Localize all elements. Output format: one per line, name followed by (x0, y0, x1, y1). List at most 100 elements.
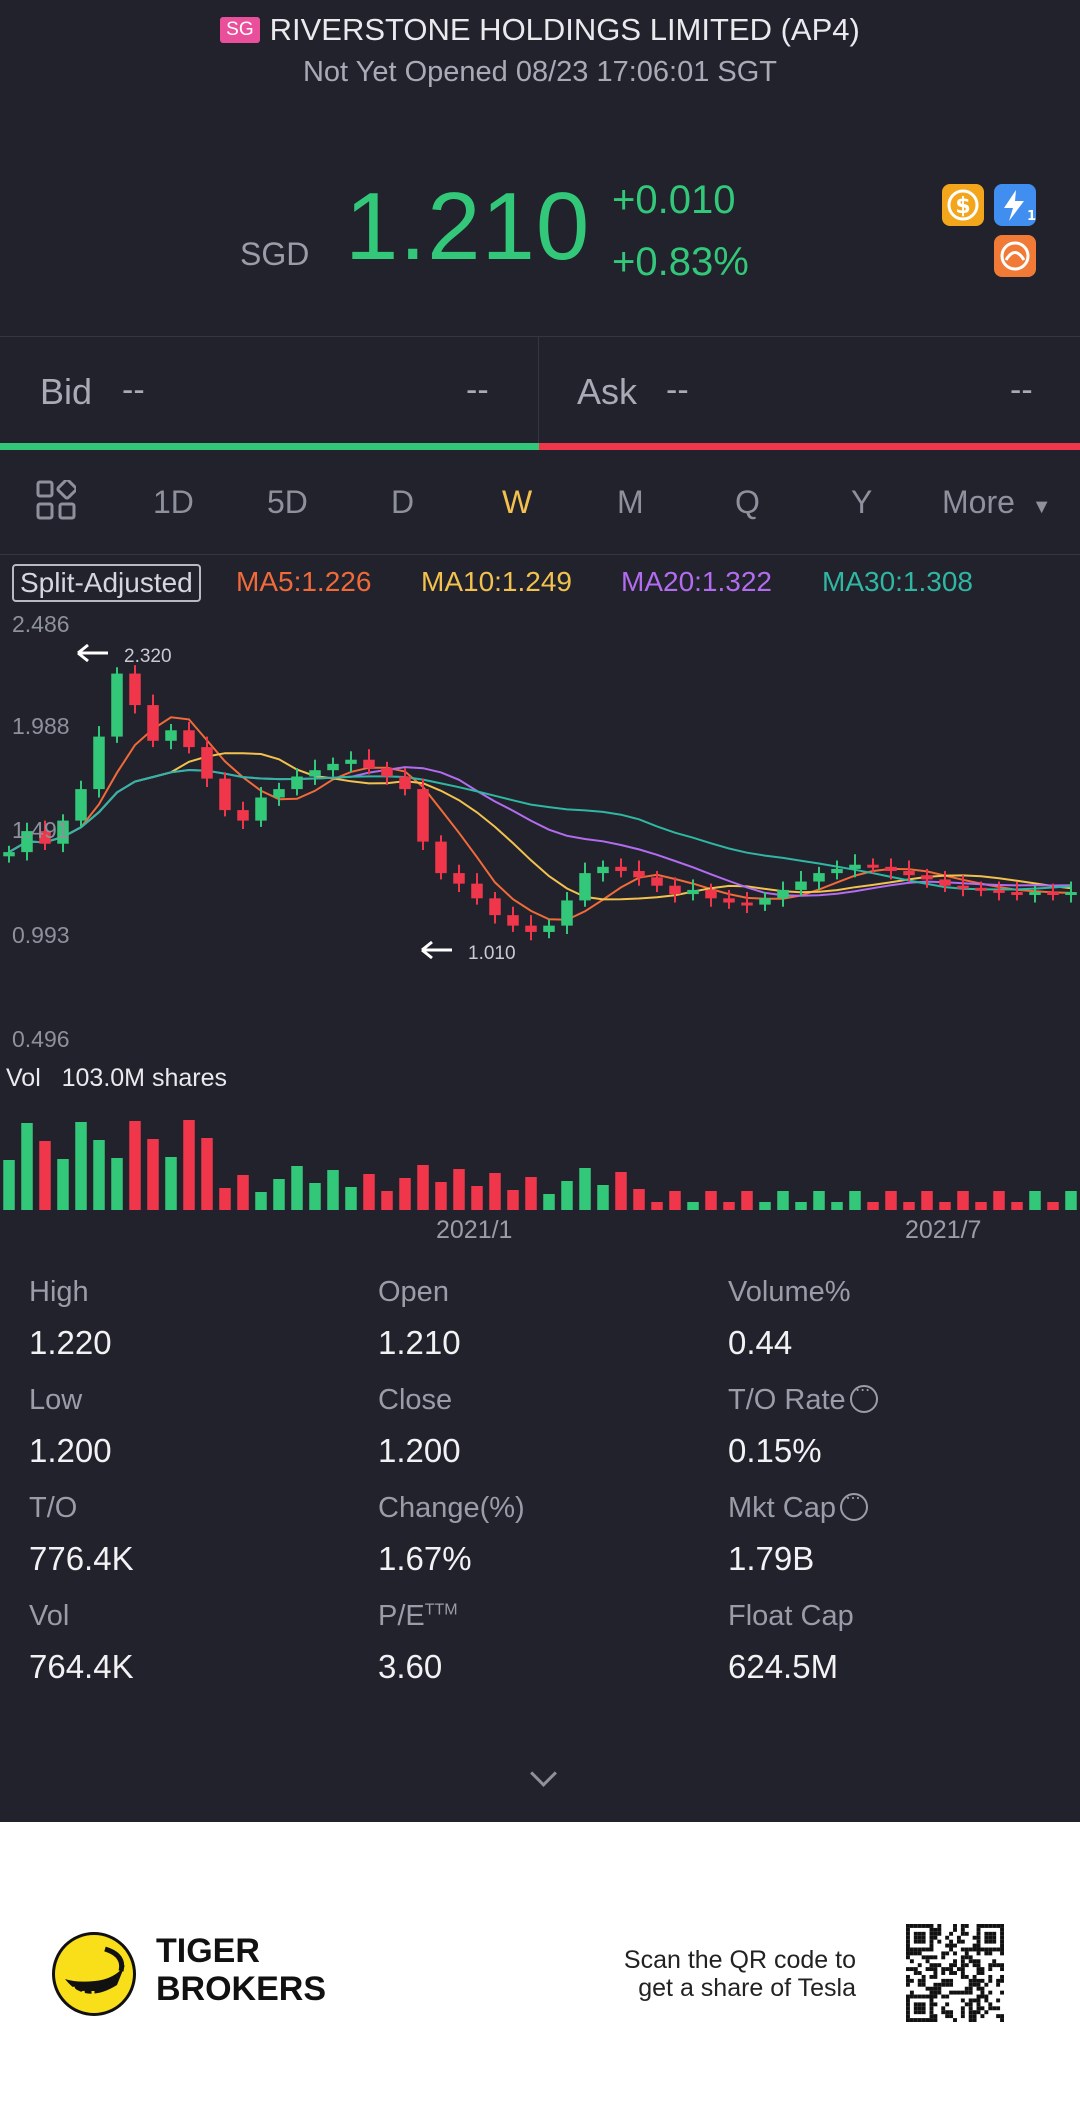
volume-bar (831, 1202, 843, 1210)
candle-up (75, 789, 87, 821)
qr-code-icon[interactable] (906, 1924, 1004, 2022)
volume-bar (471, 1186, 483, 1210)
y-tick-label: 1.988 (12, 713, 70, 739)
bid-ask-divider (538, 337, 539, 445)
candle-down (453, 873, 465, 884)
candlestick-chart[interactable]: 2.486 1.988 1.491 0.993 0.496 2.320 1.01… (0, 610, 1080, 1250)
ma20-value: MA20:1.322 (621, 566, 772, 597)
dollar-icon[interactable]: $ (942, 184, 984, 226)
ma30-line (8, 768, 1072, 891)
lightning-icon[interactable]: 1 (994, 184, 1036, 226)
volume-bar (939, 1202, 951, 1210)
volume-bar (705, 1191, 717, 1210)
candle-down (669, 885, 681, 895)
y-tick-label: 2.486 (12, 611, 70, 637)
candle-down (921, 875, 933, 880)
y-tick-label: 0.496 (12, 1026, 70, 1052)
tab-w[interactable]: W (502, 484, 533, 520)
candle-up (3, 852, 15, 857)
candles (3, 665, 1077, 941)
candle-up (759, 898, 771, 905)
candle-down (381, 768, 393, 777)
scan-line-1: Scan the QR code to (623, 1946, 856, 1974)
volume-bar (885, 1191, 897, 1210)
candle-up (831, 868, 843, 874)
candle-up (849, 864, 861, 869)
stat-value-open: 1.210 (378, 1324, 461, 1361)
candle-down (885, 866, 897, 872)
candle-down (903, 871, 915, 876)
tab-1d[interactable]: 1D (153, 484, 194, 520)
volume-bar (183, 1120, 195, 1210)
volume-bar (39, 1141, 51, 1210)
volume-bar (363, 1174, 375, 1210)
more-info-icon[interactable] (849, 1379, 878, 1413)
tab-m[interactable]: M (617, 484, 644, 520)
volume-bar (1011, 1202, 1023, 1210)
pe-text: P/E (378, 1600, 425, 1632)
volume-value: 103.0M shares (61, 1064, 227, 1092)
more-info-icon[interactable] (839, 1487, 868, 1521)
volume-bar (111, 1158, 123, 1210)
stat-value-turnover: 776.4K (29, 1540, 134, 1577)
candle-down (147, 705, 159, 741)
tab-d[interactable]: D (391, 484, 415, 520)
y-tick-label: 0.993 (12, 922, 70, 948)
candle-up (309, 770, 321, 777)
volume-bar (453, 1169, 465, 1210)
candle-down (975, 887, 987, 891)
volume-bar (723, 1202, 735, 1210)
quote-header: SG RIVERSTONE HOLDINGS LIMITED (AP4) Not … (0, 0, 1080, 336)
y-axis-labels: 2.486 1.988 1.491 0.993 0.496 (12, 611, 70, 1052)
candle-down (1047, 892, 1059, 896)
volume-bar (903, 1202, 915, 1210)
volume-bar (759, 1202, 771, 1210)
mkt-cap-text: Mkt Cap (728, 1492, 836, 1524)
tab-q[interactable]: Q (735, 484, 760, 520)
volume-bar (435, 1182, 447, 1210)
volume-bar (381, 1191, 393, 1210)
volume-bar (327, 1170, 339, 1210)
volume-bar (219, 1188, 231, 1210)
volume-bar (291, 1166, 303, 1210)
share-footer: TIGER BROKERS Scan the QR code to get a … (0, 1822, 1080, 2126)
stat-value-vol: 764.4K (29, 1648, 134, 1685)
volume-bar (3, 1160, 15, 1210)
candle-up (561, 900, 573, 926)
stat-label-pe: P/ETTM (378, 1600, 458, 1633)
ma20-line (8, 766, 1072, 897)
price-change-percent: +0.83% (612, 240, 749, 284)
candle-up (291, 776, 303, 790)
to-rate-text: T/O Rate (728, 1384, 846, 1416)
volume-bar (237, 1175, 249, 1210)
volume-bar (579, 1168, 591, 1210)
volume-bar (345, 1187, 357, 1210)
stat-label-change-pct: Change(%) (378, 1492, 525, 1524)
hk-connect-icon[interactable] (994, 235, 1036, 277)
split-adjusted-button[interactable]: Split-Adjusted (12, 564, 201, 602)
tab-more[interactable]: More ▼ (942, 484, 1052, 521)
expand-chevron-icon[interactable] (530, 1760, 557, 1787)
volume-bar (633, 1189, 645, 1210)
candle-up (165, 730, 177, 741)
ma30-value: MA30:1.308 (822, 566, 973, 597)
period-tabs: 1D 5D D W M Q Y More ▼ (0, 450, 1080, 555)
tab-y[interactable]: Y (851, 484, 873, 520)
candle-up (795, 881, 807, 890)
candle-down (615, 866, 627, 872)
candle-up (57, 820, 69, 844)
candle-up (255, 797, 267, 821)
stat-label-mkt-cap: Mkt Cap (728, 1487, 868, 1525)
volume-bar (867, 1202, 879, 1210)
volume-bar (129, 1121, 141, 1210)
volume-bar (651, 1202, 663, 1210)
arrow-left-icon (421, 940, 452, 960)
volume-bar (597, 1185, 609, 1210)
layout-grid-icon[interactable] (36, 480, 76, 520)
tab-5d[interactable]: 5D (267, 484, 308, 520)
stat-label-volume-pct: Volume% (728, 1276, 851, 1308)
market-status: Not Yet Opened 08/23 17:06:01 SGT (302, 56, 778, 88)
bid-label: Bid (40, 371, 93, 412)
candle-down (633, 871, 645, 878)
price-change: +0.010 (612, 178, 736, 222)
